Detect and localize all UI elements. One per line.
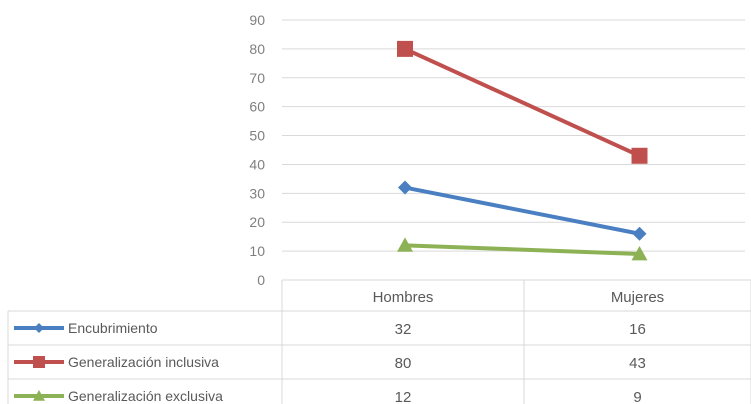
legend-key-marker (33, 356, 45, 368)
table-cell-value: 12 (395, 389, 412, 404)
category-label: Mujeres (611, 289, 664, 306)
y-tick-label: 90 (249, 12, 265, 28)
data-table: Hombres Mujeres Encubrimiento 32 16 Generaliz… (7, 279, 751, 404)
data-point (631, 147, 648, 164)
y-tick-label: 70 (249, 70, 265, 86)
y-tick-label: 80 (249, 41, 265, 57)
data-point (397, 237, 413, 252)
legend-key-marker (33, 390, 45, 401)
data-point (398, 180, 412, 195)
y-tick-label: 60 (249, 99, 265, 115)
data-point (631, 246, 648, 261)
table-cell-value: 80 (395, 355, 412, 372)
category-label: Hombres (373, 289, 434, 306)
legend-label: Generalización exclusiva (68, 388, 223, 404)
table-cell-value: 43 (629, 355, 646, 372)
series-lines (397, 40, 648, 261)
y-tick-label: 40 (249, 156, 265, 172)
table-cell-value: 32 (395, 321, 412, 338)
series-line (404, 243, 640, 256)
y-axis-ticks: 0 10 20 30 40 50 60 70 80 90 (249, 12, 265, 288)
series-line (404, 47, 641, 158)
series-line (404, 185, 640, 236)
legend-label: Encubrimiento (68, 320, 158, 336)
gridlines (282, 19, 745, 252)
legend-label: Generalización inclusiva (68, 354, 219, 370)
legend-key-marker (34, 323, 44, 333)
y-tick-label: 30 (249, 185, 265, 201)
y-tick-label: 50 (249, 128, 265, 144)
data-point (632, 226, 647, 241)
data-point (397, 40, 413, 57)
y-tick-label: 20 (249, 214, 265, 230)
table-cell-value: 16 (629, 321, 646, 338)
y-tick-label: 10 (249, 243, 265, 259)
table-cell-value: 9 (633, 389, 641, 404)
y-tick-label: 0 (257, 272, 265, 288)
